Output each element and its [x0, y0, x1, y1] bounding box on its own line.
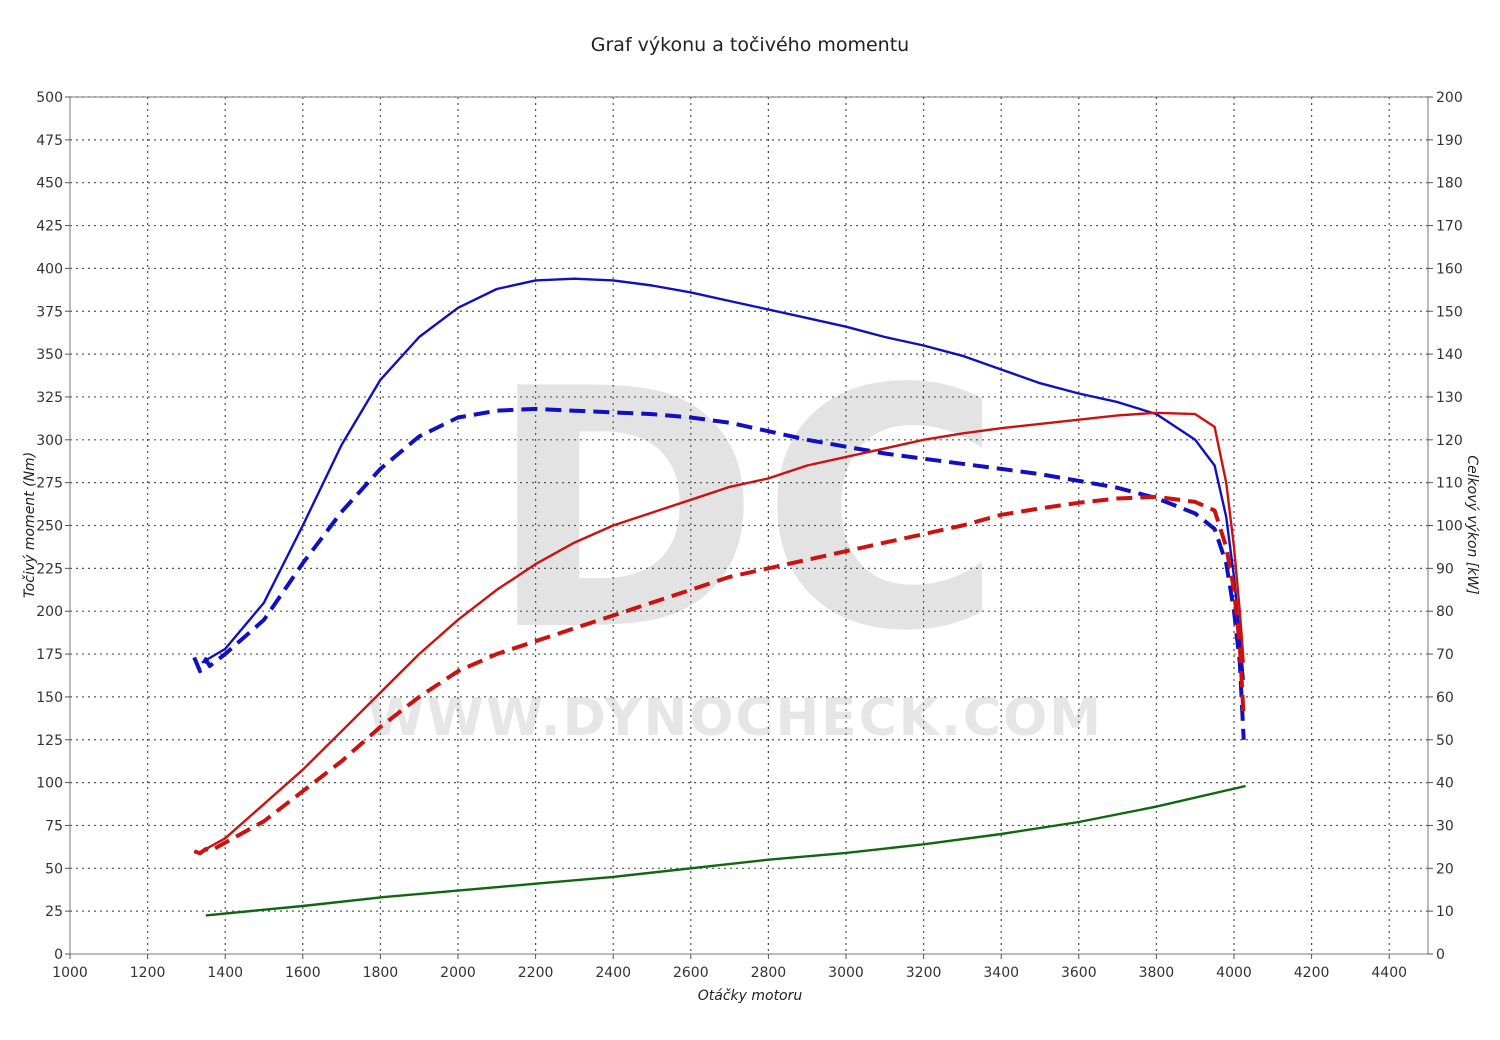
- watermark-url: WWW.DYNOCHECK.COM: [367, 688, 1103, 748]
- y-left-tick-label: 450: [36, 176, 63, 192]
- y-right-tick-label: 50: [1436, 733, 1454, 749]
- y-left-tick-label: 125: [36, 733, 63, 749]
- x-tick-label: 1000: [52, 965, 88, 981]
- y-right-tick-label: 150: [1436, 304, 1463, 320]
- x-tick-label: 3000: [828, 965, 864, 981]
- y-right-tick-label: 180: [1436, 176, 1463, 192]
- x-axis-title: Otáčky motoru: [698, 988, 803, 1004]
- y-left-axis-title: Točivý moment (Nm): [22, 452, 38, 598]
- y-right-tick-label: 190: [1436, 133, 1463, 149]
- x-tick-label: 1200: [130, 965, 166, 981]
- x-tick-label: 2400: [595, 965, 631, 981]
- y-left-tick-label: 275: [36, 476, 63, 492]
- watermark-logo: DC: [487, 319, 1003, 703]
- x-tick-label: 3400: [983, 965, 1019, 981]
- y-right-tick-label: 80: [1436, 604, 1454, 620]
- y-left-tick-label: 325: [36, 390, 63, 406]
- x-tick-label: 3800: [1139, 965, 1175, 981]
- y-left-tick-label: 375: [36, 304, 63, 320]
- y-left-tick-label: 400: [36, 261, 63, 277]
- grid: [70, 96, 1428, 954]
- y-left-tick-label: 75: [45, 818, 63, 834]
- y-right-axis-title: Celkový výkon [kW]: [1464, 455, 1480, 594]
- y-left-tick-label: 300: [36, 433, 63, 449]
- y-left-tick-label: 475: [36, 133, 63, 149]
- y-right-tick-label: 60: [1436, 690, 1454, 706]
- y-left-tick-label: 500: [36, 90, 63, 106]
- power-curve-stock: [193, 494, 1246, 856]
- y-left-tick-label: 25: [45, 904, 63, 920]
- y-right-tick-label: 120: [1436, 433, 1463, 449]
- y-right-tick-label: 100: [1436, 519, 1463, 535]
- y-right-tick-label: 10: [1436, 904, 1454, 920]
- y-right-tick-label: 40: [1436, 776, 1454, 792]
- y-right-tick-label: 20: [1436, 861, 1454, 877]
- torque-curve-tuned: [201, 277, 1245, 680]
- series-group: [192, 277, 1246, 917]
- loss-curve: [205, 784, 1246, 917]
- y-left-tick-label: 175: [36, 647, 63, 663]
- y-right-tick-label: 30: [1436, 818, 1454, 834]
- axis-ticks: 1000 1200 1400 1600 1800 2000 2200 2400 2600 2800…: [36, 90, 1462, 981]
- y-left-tick-label: 100: [36, 776, 63, 792]
- y-left-tick-label: 350: [36, 347, 63, 363]
- x-tick-label: 1400: [207, 965, 243, 981]
- y-right-tick-label: 70: [1436, 647, 1454, 663]
- y-left-tick-label: 50: [45, 861, 63, 877]
- x-tick-label: 2200: [518, 965, 554, 981]
- y-left-tick-label: 250: [36, 519, 63, 535]
- y-left-tick-label: 425: [36, 219, 63, 235]
- power-curve-tuned: [201, 411, 1245, 853]
- x-tick-label: 1600: [285, 965, 321, 981]
- x-tick-label: 3600: [1061, 965, 1097, 981]
- x-tick-label: 2800: [751, 965, 787, 981]
- x-tick-label: 3200: [906, 965, 942, 981]
- chart-title: Graf výkonu a točivého momentu: [591, 34, 909, 56]
- y-right-tick-label: 140: [1436, 347, 1463, 363]
- y-left-tick-label: 200: [36, 604, 63, 620]
- x-tick-label: 4000: [1216, 965, 1252, 981]
- y-left-tick-label: 0: [54, 947, 63, 963]
- x-tick-label: 1800: [363, 965, 399, 981]
- y-right-tick-label: 90: [1436, 561, 1454, 577]
- y-left-tick-label: 150: [36, 690, 63, 706]
- y-right-tick-label: 160: [1436, 261, 1463, 277]
- x-tick-label: 2600: [673, 965, 709, 981]
- y-right-tick-label: 170: [1436, 219, 1463, 235]
- x-tick-label: 4400: [1371, 965, 1407, 981]
- y-right-tick-label: 200: [1436, 90, 1463, 106]
- y-right-tick-label: 130: [1436, 390, 1463, 406]
- torque-curve-stock: [192, 406, 1246, 740]
- y-right-tick-label: 110: [1436, 476, 1463, 492]
- x-tick-label: 2000: [440, 965, 476, 981]
- x-tick-label: 4200: [1294, 965, 1330, 981]
- y-left-tick-label: 225: [36, 561, 63, 577]
- y-right-tick-label: 0: [1436, 947, 1445, 963]
